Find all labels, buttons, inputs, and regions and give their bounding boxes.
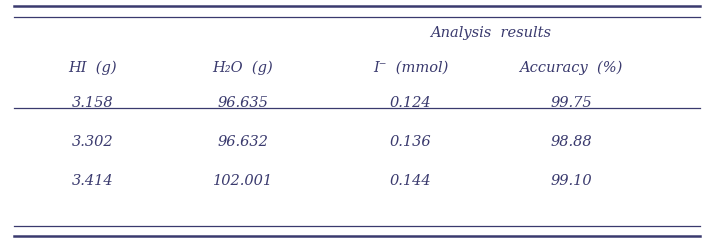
Text: 96.632: 96.632 [217, 135, 268, 149]
Text: H₂O  (g): H₂O (g) [212, 61, 273, 75]
Text: 3.302: 3.302 [72, 135, 114, 149]
Text: I⁻  (mmol): I⁻ (mmol) [373, 61, 448, 75]
Text: 98.88: 98.88 [550, 135, 592, 149]
Text: HI  (g): HI (g) [69, 61, 117, 75]
Text: 99.75: 99.75 [550, 96, 592, 110]
Text: 3.158: 3.158 [72, 96, 114, 110]
Text: 0.136: 0.136 [390, 135, 431, 149]
Text: 96.635: 96.635 [217, 96, 268, 110]
Text: Accuracy  (%): Accuracy (%) [520, 61, 623, 75]
Text: 99.10: 99.10 [550, 174, 592, 188]
Text: Analysis  results: Analysis results [431, 26, 551, 40]
Text: 102.001: 102.001 [213, 174, 273, 188]
Text: 0.144: 0.144 [390, 174, 431, 188]
Text: 3.414: 3.414 [72, 174, 114, 188]
Text: 0.124: 0.124 [390, 96, 431, 110]
